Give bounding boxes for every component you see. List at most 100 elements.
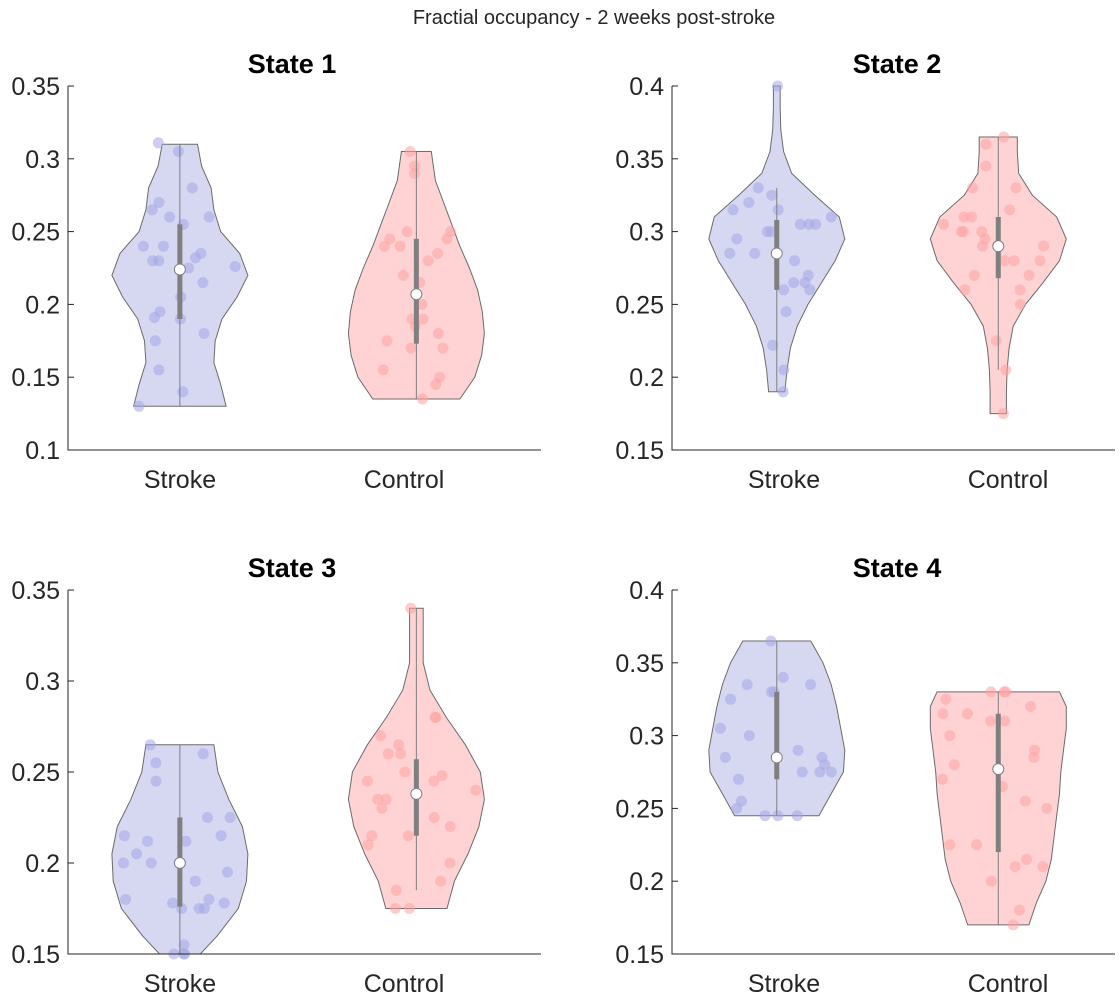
data-point-stroke [772, 810, 784, 822]
data-point-control [1010, 182, 1022, 194]
data-point-stroke [137, 240, 149, 252]
data-point-control [937, 708, 949, 720]
data-point-control [432, 247, 444, 259]
data-point-control [441, 233, 453, 245]
x-tick-label-stroke: Stroke [144, 970, 216, 998]
data-point-control [944, 730, 956, 742]
data-point-control [1025, 701, 1037, 712]
data-point-stroke [814, 766, 826, 778]
data-point-stroke [778, 284, 790, 296]
data-point-stroke [120, 893, 132, 905]
y-tick-labels: 0.15 0.2 0.25 0.3 0.35 [11, 577, 60, 969]
y-tick-labels: 0.1 0.15 0.2 0.25 0.3 0.35 [11, 73, 60, 465]
data-point-stroke [803, 218, 815, 230]
y-tick-label: 0.25 [11, 219, 60, 247]
y-tick-label: 0.3 [629, 219, 664, 247]
data-point-stroke [789, 255, 801, 267]
iqr-box-stroke [774, 691, 780, 780]
data-point-stroke [183, 262, 195, 274]
data-point-stroke [777, 671, 789, 683]
data-point-control [401, 226, 413, 238]
data-point-control [361, 775, 373, 787]
data-point-stroke [229, 261, 241, 272]
panel-state-3: State 3 0.15 0.2 0.25 0.3 0.35 Stroke Contro… [11, 553, 541, 998]
data-point-control [1014, 284, 1026, 296]
data-point-control [971, 839, 983, 851]
data-point-control [432, 328, 444, 339]
data-point-stroke [150, 775, 162, 787]
y-tick-label: 0.1 [25, 437, 60, 465]
panel-state-4: State 4 0.15 0.2 0.25 0.3 0.35 0.4 Stroke Con… [615, 553, 1115, 998]
data-point-control [395, 748, 407, 760]
data-point-control [430, 379, 442, 390]
data-point-stroke [731, 802, 743, 814]
data-point-control [959, 284, 971, 296]
data-point-control [1021, 853, 1033, 865]
x-tick-label-control: Control [364, 466, 445, 494]
y-tick-label: 0.15 [11, 364, 60, 392]
data-point-stroke [724, 247, 736, 259]
data-point-control [428, 775, 440, 787]
data-point-stroke [224, 812, 236, 823]
data-point-stroke [203, 211, 215, 223]
data-point-stroke [172, 146, 184, 157]
data-point-control [977, 240, 988, 252]
data-point-control [379, 240, 390, 252]
data-point-control [1013, 904, 1025, 916]
data-point-control [437, 342, 449, 354]
figure-suptitle: Fractial occupancy - 2 weeks post-stroke [413, 7, 775, 29]
data-point-control [1009, 861, 1021, 873]
data-point-control [955, 226, 967, 238]
data-point-control [366, 830, 378, 842]
axes-frame [67, 590, 541, 955]
data-point-control [389, 903, 401, 914]
violin-marks [672, 80, 1067, 451]
data-point-control [444, 821, 456, 833]
data-point-stroke [198, 328, 210, 339]
y-tick-label: 0.25 [11, 759, 60, 787]
data-point-control [985, 875, 997, 887]
y-tick-label: 0.2 [629, 868, 664, 896]
median-marker-control [410, 288, 423, 301]
panel-title: State 4 [853, 553, 942, 583]
data-point-control [1023, 269, 1035, 281]
data-point-control [967, 182, 979, 194]
data-point-stroke [142, 835, 153, 847]
data-point-stroke [215, 830, 227, 842]
y-tick-label: 0.35 [11, 73, 60, 101]
data-point-control [938, 218, 950, 230]
data-point-stroke [725, 693, 737, 705]
data-point-control [430, 711, 442, 723]
data-point-control [1038, 240, 1050, 252]
data-point-stroke [791, 810, 803, 822]
data-point-stroke [186, 182, 198, 194]
data-point-control [985, 715, 997, 727]
data-point-control [961, 708, 973, 720]
data-point-control [1000, 686, 1012, 698]
data-point-stroke [765, 635, 777, 647]
y-tick-label: 0.35 [615, 650, 664, 678]
data-point-control [393, 739, 405, 751]
data-point-stroke [780, 306, 792, 318]
data-point-stroke [731, 233, 743, 245]
median-marker-control [410, 787, 423, 800]
data-point-control [1015, 298, 1026, 310]
data-point-control [1004, 204, 1016, 216]
data-point-stroke [150, 757, 162, 769]
data-point-control [397, 269, 409, 281]
y-tick-label: 0.25 [615, 291, 664, 319]
data-point-control [1007, 919, 1019, 931]
data-point-control [435, 875, 447, 887]
data-point-control [403, 903, 415, 914]
data-point-stroke [743, 730, 755, 742]
data-point-control [999, 715, 1011, 727]
data-point-stroke [804, 284, 816, 296]
x-tick-label-stroke: Stroke [748, 466, 820, 494]
y-tick-label: 0.3 [25, 146, 60, 174]
data-point-control [402, 830, 414, 842]
data-point-stroke [777, 386, 789, 398]
data-point-control [1019, 795, 1031, 807]
axes-frame [671, 590, 1115, 955]
data-point-stroke [177, 386, 189, 398]
